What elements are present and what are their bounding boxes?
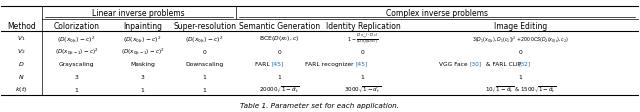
Text: Super-resolution: Super-resolution xyxy=(173,21,236,30)
Text: Semantic Generation: Semantic Generation xyxy=(239,21,320,30)
Text: $0$: $0$ xyxy=(277,47,282,55)
Text: $V_2$: $V_2$ xyxy=(17,47,26,55)
Text: $D$: $D$ xyxy=(18,60,25,68)
Text: [30]: [30] xyxy=(470,61,482,66)
Text: $1$: $1$ xyxy=(74,85,79,93)
Text: FARL: FARL xyxy=(255,61,272,66)
Text: Linear inverse problems: Linear inverse problems xyxy=(92,9,185,18)
Text: $1-\frac{D(x_{0|t})\cdot D(c)}{|D(x_t)||D(c)|}$: $1-\frac{D(x_{0|t})\cdot D(c)}{|D(x_t)||… xyxy=(348,32,379,45)
Text: $1$: $1$ xyxy=(360,72,365,80)
Text: Downscaling: Downscaling xyxy=(186,61,224,66)
Text: FARL recognizer: FARL recognizer xyxy=(305,61,355,66)
Text: $(D(x_{0|t-1})-c)^2$: $(D(x_{0|t-1})-c)^2$ xyxy=(121,46,164,56)
Text: $1$: $1$ xyxy=(518,72,524,80)
Text: Colorization: Colorization xyxy=(54,21,100,30)
Text: $V_1$: $V_1$ xyxy=(17,34,26,43)
Text: $3$: $3$ xyxy=(74,72,79,80)
Text: $0$: $0$ xyxy=(360,47,365,55)
Text: VGG Face: VGG Face xyxy=(439,61,470,66)
Text: $1$: $1$ xyxy=(277,72,282,80)
Text: $\mathrm{BCE}(D(x_0),c)$: $\mathrm{BCE}(D(x_0),c)$ xyxy=(259,34,300,43)
Text: Masking: Masking xyxy=(130,61,155,66)
Text: Method: Method xyxy=(7,21,36,30)
Text: $1$: $1$ xyxy=(140,85,145,93)
Text: Inpainting: Inpainting xyxy=(123,21,162,30)
Text: Identity Replication: Identity Replication xyxy=(326,21,401,30)
Text: $1$: $1$ xyxy=(202,85,207,93)
Text: Image Editing: Image Editing xyxy=(494,21,547,30)
Text: [45]: [45] xyxy=(272,61,284,66)
Text: $1$: $1$ xyxy=(202,72,207,80)
Text: $20000\sqrt{1-\bar{\alpha}_t}$: $20000\sqrt{1-\bar{\alpha}_t}$ xyxy=(259,84,300,94)
Text: [45]: [45] xyxy=(355,61,368,66)
Text: Grayscaling: Grayscaling xyxy=(59,61,94,66)
Text: $(D(x_{0|t-1})-c)^2$: $(D(x_{0|t-1})-c)^2$ xyxy=(55,46,99,56)
Text: $3$: $3$ xyxy=(140,72,145,80)
Text: $0$: $0$ xyxy=(518,47,524,55)
Text: $(D(x_{0|t})-c)^2$: $(D(x_{0|t})-c)^2$ xyxy=(58,34,96,43)
Text: $3(D_1(x_{0|t}),D_1(c_1))^2+2000CS(D_2(x_{0|t}),c_2)$: $3(D_1(x_{0|t}),D_1(c_1))^2+2000CS(D_2(x… xyxy=(472,34,570,43)
Text: $k(t)$: $k(t)$ xyxy=(15,85,28,94)
Text: & FARL CLIP: & FARL CLIP xyxy=(484,61,523,66)
Text: $N$: $N$ xyxy=(18,72,25,80)
Text: [32]: [32] xyxy=(518,61,531,66)
Text: Table 1. Parameter set for each application.: Table 1. Parameter set for each applicat… xyxy=(241,102,399,108)
Text: $3000\sqrt{1-\bar{\alpha}_t}$: $3000\sqrt{1-\bar{\alpha}_t}$ xyxy=(344,84,381,94)
Text: $0$: $0$ xyxy=(202,47,207,55)
Text: $(D(x_{0|t})-c)^2$: $(D(x_{0|t})-c)^2$ xyxy=(186,34,224,43)
Text: Complex inverse problems: Complex inverse problems xyxy=(387,9,488,18)
Text: $(D(x_{0|t})-c)^2$: $(D(x_{0|t})-c)^2$ xyxy=(124,34,162,43)
Text: $10\sqrt{1-\bar{\alpha}_t}$ & $1500\sqrt{1-\bar{\alpha}_t}$: $10\sqrt{1-\bar{\alpha}_t}$ & $1500\sqrt… xyxy=(485,84,556,94)
